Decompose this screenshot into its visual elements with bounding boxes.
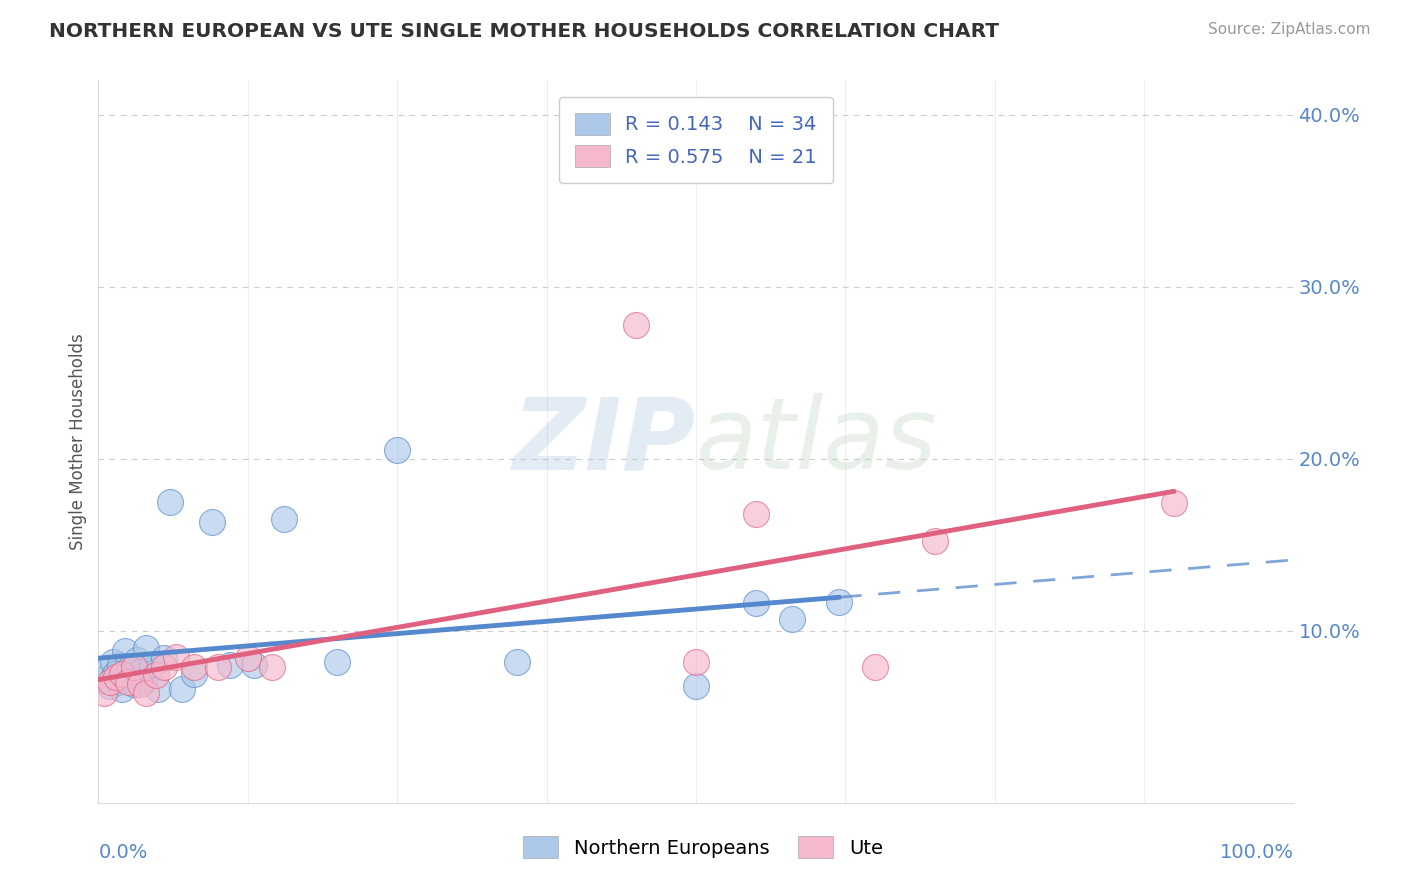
Point xyxy=(153,651,176,665)
Point xyxy=(626,318,648,332)
Point xyxy=(111,682,134,697)
Point xyxy=(145,668,167,682)
Point xyxy=(117,675,139,690)
Y-axis label: Single Mother Households: Single Mother Households xyxy=(69,334,87,549)
Point xyxy=(98,679,122,693)
Point xyxy=(105,670,128,684)
Point xyxy=(165,649,187,664)
Point xyxy=(183,666,205,681)
Legend: Northern Europeans, Ute: Northern Europeans, Ute xyxy=(515,828,891,866)
Point xyxy=(745,596,768,610)
Point xyxy=(153,660,176,674)
Point xyxy=(201,516,224,530)
Point xyxy=(1163,496,1185,510)
Point xyxy=(141,658,163,673)
Point xyxy=(97,662,120,676)
Point xyxy=(219,658,242,673)
Text: NORTHERN EUROPEAN VS UTE SINGLE MOTHER HOUSEHOLDS CORRELATION CHART: NORTHERN EUROPEAN VS UTE SINGLE MOTHER H… xyxy=(49,22,1000,41)
Point xyxy=(125,653,148,667)
Legend: R = 0.143    N = 34, R = 0.575    N = 21: R = 0.143 N = 34, R = 0.575 N = 21 xyxy=(560,97,832,183)
Point xyxy=(104,666,127,681)
Point xyxy=(114,644,136,658)
Point xyxy=(93,672,115,686)
Text: 0.0%: 0.0% xyxy=(98,843,148,862)
Text: atlas: atlas xyxy=(696,393,938,490)
Point xyxy=(260,660,283,674)
Point xyxy=(98,675,122,690)
Point xyxy=(506,655,529,669)
Point xyxy=(132,673,155,688)
Text: 100.0%: 100.0% xyxy=(1219,843,1294,862)
Point xyxy=(326,655,349,669)
Point xyxy=(115,668,138,682)
Point xyxy=(685,655,707,669)
Point xyxy=(118,662,141,676)
Point xyxy=(135,686,157,700)
Point xyxy=(101,655,124,669)
Point xyxy=(780,612,803,626)
Point xyxy=(183,660,205,674)
Point xyxy=(124,660,146,674)
Point xyxy=(172,682,194,697)
Point xyxy=(111,666,134,681)
Point xyxy=(385,443,409,458)
Point xyxy=(108,658,131,673)
Point xyxy=(124,677,146,691)
Point xyxy=(129,665,152,679)
Point xyxy=(865,660,887,674)
Text: Source: ZipAtlas.com: Source: ZipAtlas.com xyxy=(1208,22,1371,37)
Point xyxy=(135,640,157,655)
Point xyxy=(159,494,181,508)
Point xyxy=(273,512,295,526)
Point xyxy=(745,507,768,521)
Point xyxy=(107,675,129,690)
Point xyxy=(236,651,259,665)
Point xyxy=(207,660,229,674)
Point xyxy=(129,677,152,691)
Point xyxy=(148,682,170,697)
Point xyxy=(685,679,707,693)
Point xyxy=(828,594,851,608)
Point xyxy=(121,672,143,686)
Text: ZIP: ZIP xyxy=(513,393,696,490)
Point xyxy=(924,534,946,549)
Point xyxy=(243,658,266,673)
Point xyxy=(93,686,115,700)
